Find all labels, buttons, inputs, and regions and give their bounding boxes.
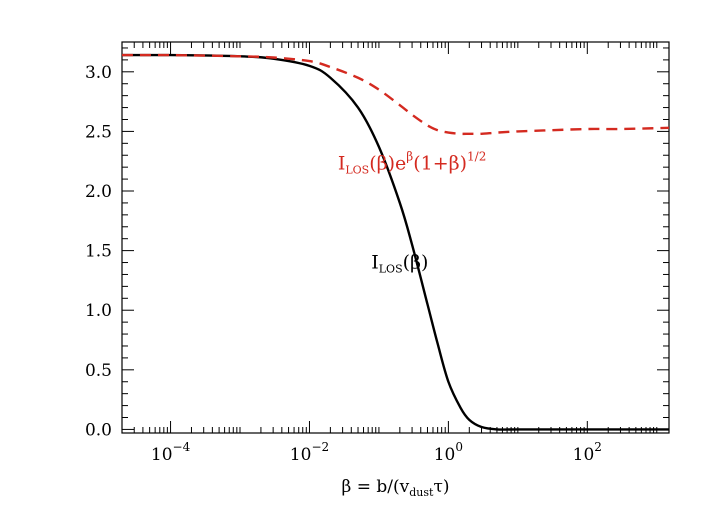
x-axis-label: β = b/(vdustτ): [342, 477, 450, 499]
y-tick-label: 3.0: [85, 63, 112, 83]
label-1-mid: (β)e: [369, 153, 406, 175]
series-line-0: [122, 53, 669, 431]
label-series-1: ILOS(β)eβ(1+β)1/2: [338, 150, 487, 177]
y-tick-label: 2.0: [85, 182, 112, 202]
annotation-layer: ILOS(β)ILOS(β)eβ(1+β)1/2: [338, 150, 487, 276]
label-1-superscript1: β: [406, 150, 413, 164]
label-0-subscript: LOS: [379, 262, 403, 275]
series-line-1: [122, 53, 669, 136]
x-tick-exponent: 2: [594, 440, 602, 454]
x-tick-label: 102: [573, 440, 602, 465]
x-tick-base: 10: [151, 445, 173, 465]
label-1-tail: (1+β): [413, 153, 467, 175]
y-tick-label: 2.5: [85, 122, 112, 142]
x-axis-label-tail: τ): [433, 477, 449, 497]
x-tick-exponent: −4: [173, 440, 191, 454]
x-axis-label-sub: dust: [409, 486, 434, 499]
x-tick-base: 10: [434, 445, 456, 465]
x-tick-exponent: 0: [455, 440, 463, 454]
label-series-0: ILOS(β): [371, 251, 428, 275]
label-1-subscript: LOS: [345, 164, 369, 177]
y-tick-label: 1.5: [85, 242, 112, 262]
y-tick-label: 0.0: [85, 420, 112, 440]
plot-frame: [121, 41, 670, 434]
label-0-rest: (β): [403, 251, 429, 273]
x-tick-label: 100: [434, 440, 463, 465]
series-layer: [122, 53, 669, 431]
y-tick-label: 1.0: [85, 301, 112, 321]
x-tick-label: 10−4: [151, 440, 191, 465]
x-tick-base: 10: [290, 445, 312, 465]
x-tick-base: 10: [573, 445, 595, 465]
x-tick-exponent: −2: [311, 440, 329, 454]
label-1-base: I: [338, 153, 346, 175]
y-tick-label: 0.5: [85, 361, 112, 381]
x-axis-label-lead: β = b/(v: [342, 477, 410, 497]
label-1-superscript2: 1/2: [467, 150, 486, 164]
x-tick-label: 10−2: [290, 440, 329, 465]
label-0-base: I: [371, 251, 379, 273]
